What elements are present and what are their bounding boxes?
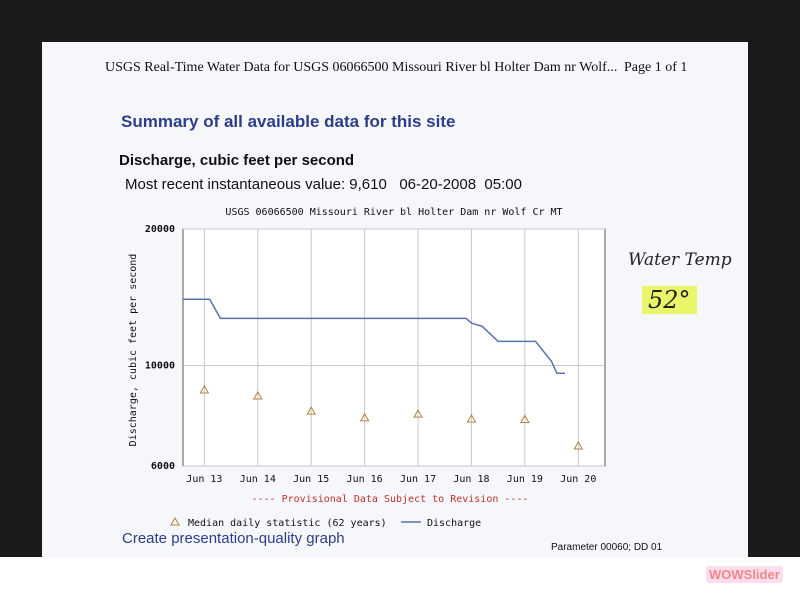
x-tick-label: Jun 15 (293, 474, 329, 485)
parameter-heading: Discharge, cubic feet per second (119, 152, 355, 169)
parameter-code: Parameter 00060; DD 01 (551, 542, 663, 553)
recent-value: Most recent instantaneous value: 9,610 0… (125, 176, 522, 193)
y-tick-label: 6000 (151, 461, 175, 472)
page-number: Page 1 of 1 (624, 60, 688, 75)
median-marker (252, 391, 263, 400)
median-marker (413, 409, 423, 418)
x-tick-label: Jun 13 (186, 474, 222, 485)
y-axis-label: Discharge, cubic feet per second (128, 254, 139, 447)
print-header: USGS Real-Time Water Data for USGS 06066… (105, 60, 618, 75)
discharge-line (183, 298, 565, 375)
median-marker (199, 384, 210, 394)
median-marker (306, 406, 317, 415)
median-marker (573, 441, 584, 450)
plot-area (182, 228, 606, 467)
legend-marker (170, 516, 180, 526)
median-marker (520, 414, 530, 423)
handwritten-note: Water Temp (628, 250, 732, 270)
x-tick-label: Jun 16 (347, 474, 383, 485)
handwritten-temp: 52° (642, 286, 697, 314)
x-tick-label: Jun 18 (453, 474, 489, 485)
legend-label: Discharge (427, 518, 481, 529)
x-tick-label: Jun 17 (400, 474, 436, 485)
summary-link[interactable]: Summary of all available data for this s… (121, 112, 456, 131)
chart: USGS 06066500 Missouri River bl Holter D… (128, 207, 606, 529)
create-graph-link[interactable]: Create presentation-quality graph (122, 530, 345, 547)
x-tick-label: Jun 19 (507, 474, 543, 485)
annotation: ---- Provisional Data Subject to Revisio… (252, 494, 529, 505)
median-marker (359, 412, 370, 422)
median-marker (466, 413, 477, 423)
y-tick-label: 20000 (145, 224, 175, 235)
x-tick-label: Jun 20 (560, 474, 596, 485)
chart-title: USGS 06066500 Missouri River bl Holter D… (225, 207, 562, 218)
legend-label: Median daily statistic (62 years) (188, 518, 387, 529)
x-tick-label: Jun 14 (240, 474, 276, 485)
watermark: WOWSlider (706, 566, 783, 583)
y-tick-label: 10000 (145, 360, 175, 371)
